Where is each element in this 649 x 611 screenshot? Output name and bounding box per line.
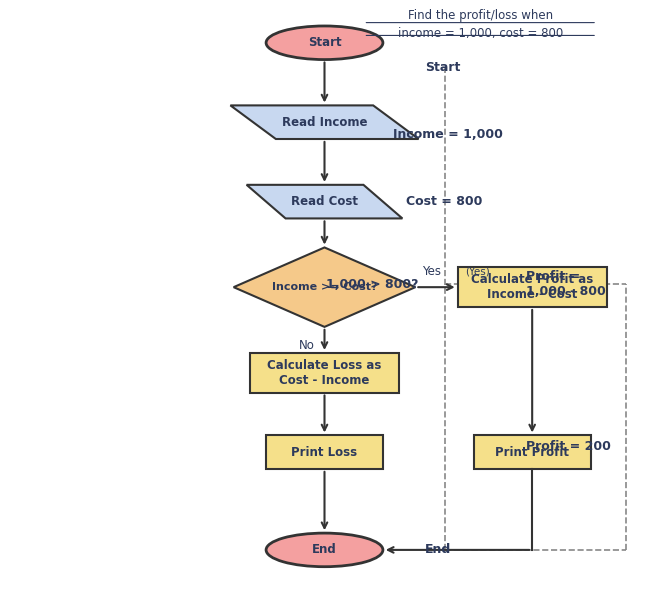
FancyBboxPatch shape	[458, 268, 607, 307]
Text: Yes: Yes	[422, 265, 441, 278]
Text: Start: Start	[425, 60, 461, 74]
Text: Find the profit/loss when
income = 1,000, cost = 800: Find the profit/loss when income = 1,000…	[398, 9, 563, 40]
Text: Calculate Profit as
Income - Cost: Calculate Profit as Income - Cost	[471, 273, 593, 301]
Ellipse shape	[266, 26, 383, 59]
Polygon shape	[230, 105, 419, 139]
Text: No: No	[299, 339, 314, 352]
Text: Income = 1,000: Income = 1,000	[393, 128, 502, 141]
Text: Start: Start	[308, 36, 341, 49]
Text: Print Profit: Print Profit	[495, 445, 569, 459]
FancyBboxPatch shape	[250, 353, 399, 392]
Text: Read Cost: Read Cost	[291, 195, 358, 208]
Polygon shape	[247, 185, 402, 218]
Text: End: End	[425, 543, 451, 557]
Text: Read Income: Read Income	[282, 115, 367, 129]
Text: Cost = 800: Cost = 800	[406, 195, 482, 208]
Text: Profit = 200: Profit = 200	[526, 439, 611, 453]
Text: Profit =
1,000 - 800: Profit = 1,000 - 800	[526, 270, 606, 298]
Polygon shape	[234, 247, 415, 327]
Text: End: End	[312, 543, 337, 557]
Text: Print Loss: Print Loss	[291, 445, 358, 459]
FancyBboxPatch shape	[266, 435, 383, 469]
Text: Calculate Loss as
Cost - Income: Calculate Loss as Cost - Income	[267, 359, 382, 387]
FancyBboxPatch shape	[474, 435, 591, 469]
Text: Income >= Cost?: Income >= Cost?	[272, 282, 377, 292]
Ellipse shape	[266, 533, 383, 567]
Text: (Yes): (Yes)	[465, 267, 489, 277]
Text: 1,000 > 800?: 1,000 > 800?	[326, 277, 419, 291]
